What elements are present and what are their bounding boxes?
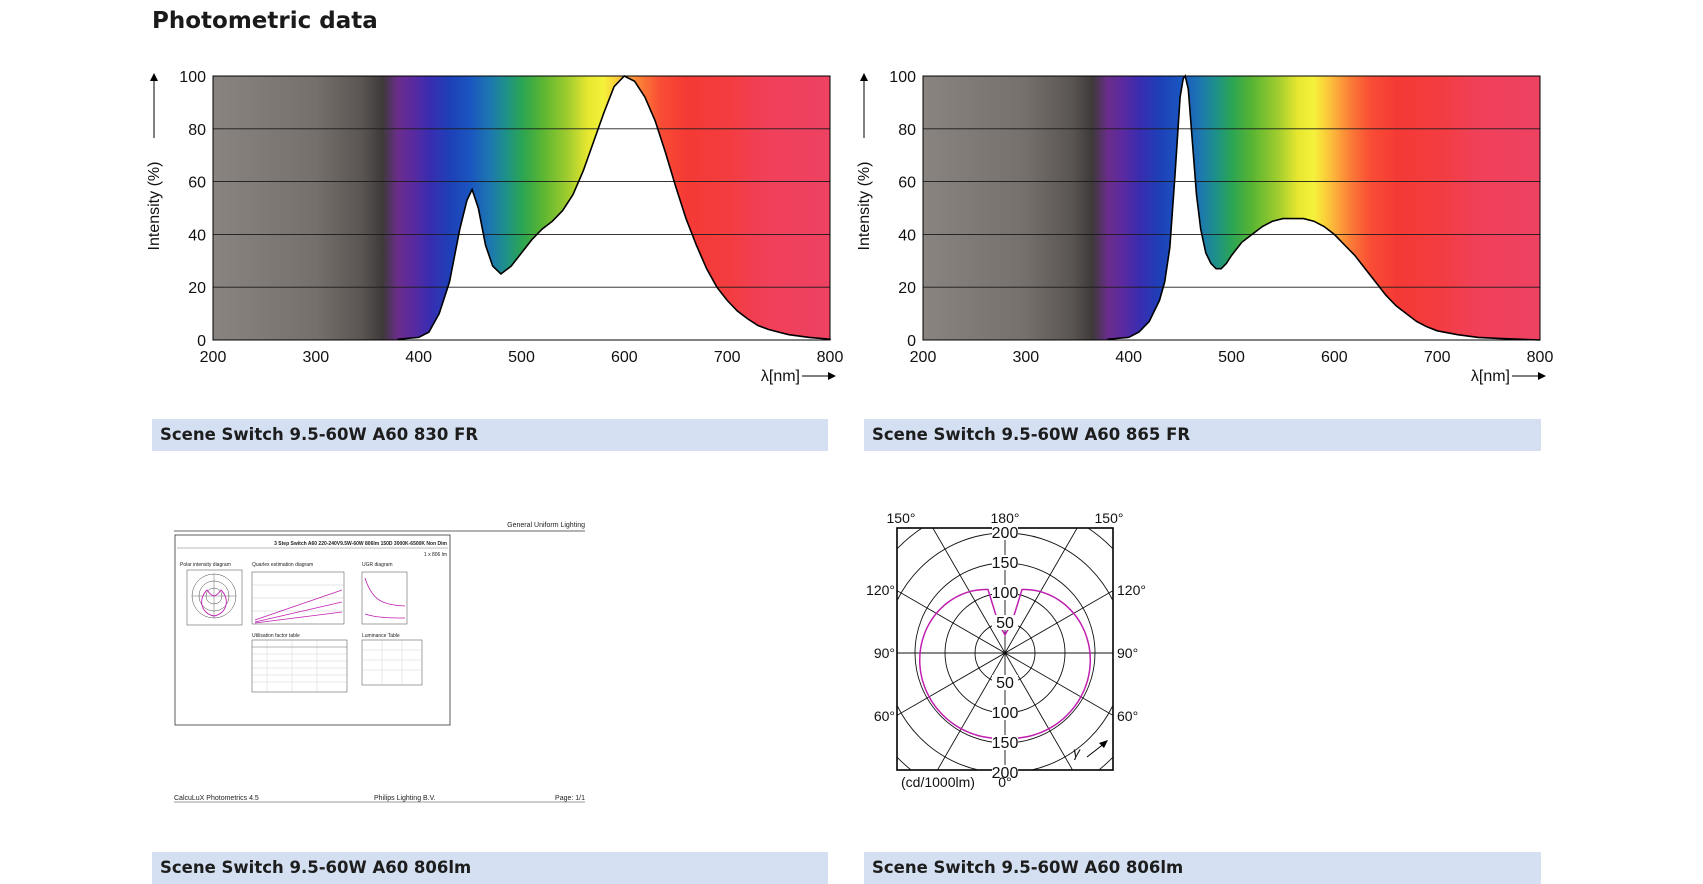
x-axis-arrowhead	[1538, 372, 1546, 380]
radial-tick-label: 200	[992, 765, 1019, 782]
radial-label-bg	[992, 675, 1018, 690]
polar-unit-label: (cd/1000lm)	[901, 774, 975, 790]
x-tick-label: 600	[611, 349, 638, 366]
spectrum-chart-865: 200 300 400 500 600 700 800 0 20 40 60 80 100 λ[nm] In…	[856, 69, 1553, 385]
x-tick-label: 200	[200, 349, 227, 366]
radial-label-bg	[992, 615, 1018, 630]
polar-angle-label: 180°	[991, 510, 1020, 526]
x-tick-label: 500	[508, 349, 535, 366]
y-tick-label: 40	[898, 227, 916, 244]
thumb-ugr-mini	[361, 571, 408, 625]
y-tick-label: 0	[907, 333, 916, 350]
polar-angle-label: 120°	[866, 582, 895, 598]
polar-angle-label: 60°	[874, 708, 895, 724]
polar-angle-label: 60°	[1117, 708, 1138, 724]
radial-label-bg	[992, 705, 1018, 720]
x-axis-label: λ[nm]	[1471, 368, 1510, 385]
thumb-header: General Uniform Lighting	[507, 522, 585, 529]
x-tick-label: 400	[405, 349, 432, 366]
spectrum-area	[398, 76, 830, 340]
polar-angle-label: 120°	[1117, 582, 1146, 598]
y-tick-label: 100	[889, 69, 916, 86]
radial-tick-label: 150	[992, 555, 1019, 572]
radial-tick-label: 50	[996, 615, 1014, 632]
thumb-footer-right: Page: 1/1	[555, 795, 585, 802]
spectrum-curve	[397, 75, 831, 340]
x-tick-label: 800	[1527, 349, 1554, 366]
radial-tick-label: 200	[992, 525, 1019, 542]
radial-tick-label: 50	[996, 675, 1014, 692]
photometric-report-thumbnail: General Uniform Lighting 3 Step Switch A…	[174, 522, 585, 803]
x-axis-arrowhead	[828, 372, 836, 380]
y-axis-arrowhead	[150, 73, 158, 81]
plot-frame	[922, 75, 1541, 341]
y-tick-label: 60	[898, 175, 916, 192]
y-axis-label: Intensity (%)	[856, 162, 873, 251]
thumb-table-mini	[251, 639, 348, 693]
spectrum-curve	[1107, 74, 1541, 341]
x-tick-label: 300	[302, 349, 329, 366]
caption-865: Scene Switch 9.5-60W A60 865 FR	[864, 419, 1541, 451]
spectrum-chart-830: 200 300 400 500 600 700 800 0 20 40 60 80 100 λ[nm] In…	[146, 69, 843, 385]
y-tick-label: 20	[898, 280, 916, 297]
caption-report: Scene Switch 9.5-60W A60 806lm	[152, 852, 828, 884]
spectrum-area	[1108, 76, 1540, 340]
plot-frame	[212, 75, 831, 341]
polar-intensity-diagram: 50 50 100 100 150 150 200 200 150° 180° 150° 120° 12…	[866, 510, 1146, 790]
y-axis-arrowhead	[860, 73, 868, 81]
polar-angle-label: 150°	[1095, 510, 1124, 526]
y-tick-label: 80	[188, 122, 206, 139]
thumb-polar-mini	[186, 569, 243, 626]
thumb-graph-mini	[251, 571, 345, 625]
page-title: Photometric data	[152, 8, 378, 34]
y-tick-label: 20	[188, 280, 206, 297]
y-tick-label: 40	[188, 227, 206, 244]
radial-label-bg	[992, 765, 1018, 780]
x-tick-label: 500	[1218, 349, 1245, 366]
x-tick-label: 800	[817, 349, 844, 366]
thumb-panel4: Utilisation factor table	[252, 633, 300, 639]
thumb-flux: 1 x 806 lm	[424, 552, 447, 558]
thumb-footer-mid: Philips Lighting B.V.	[374, 795, 436, 802]
polar-angle-label: 90°	[1117, 645, 1138, 661]
thumb-luminance-mini	[361, 639, 423, 686]
gamma-arrowhead	[1099, 740, 1108, 748]
y-axis-label: Intensity (%)	[146, 162, 163, 251]
thumb-panel2: Quarlex estimation diagram	[252, 562, 313, 568]
caption-polar: Scene Switch 9.5-60W A60 806lm	[864, 852, 1541, 884]
radial-label-bg	[992, 525, 1018, 540]
radial-tick-label: 100	[992, 585, 1019, 602]
y-tick-label: 100	[179, 69, 206, 86]
radial-label-bg	[992, 735, 1018, 750]
radial-label-bg	[992, 555, 1018, 570]
x-tick-label: 700	[1424, 349, 1451, 366]
thumb-title: 3 Step Switch A60 220-240V9.5W-60W 806lm…	[274, 541, 447, 547]
x-tick-label: 700	[714, 349, 741, 366]
polar-angle-label: 0°	[998, 774, 1011, 790]
radial-tick-label: 100	[992, 705, 1019, 722]
caption-830: Scene Switch 9.5-60W A60 830 FR	[152, 419, 828, 451]
polar-angle-label: 150°	[887, 510, 916, 526]
y-tick-label: 0	[197, 333, 206, 350]
radial-tick-label: 150	[992, 735, 1019, 752]
x-axis-label: λ[nm]	[761, 368, 800, 385]
thumb-panel5: Luminance Table	[362, 633, 400, 639]
thumb-panel1: Polar intensity diagram	[180, 562, 231, 568]
polar-angle-label: 90°	[874, 645, 895, 661]
y-tick-label: 80	[898, 122, 916, 139]
y-tick-label: 60	[188, 175, 206, 192]
x-tick-label: 200	[910, 349, 937, 366]
x-tick-label: 600	[1321, 349, 1348, 366]
thumb-panel3: UGR diagram	[362, 562, 393, 568]
polar-spoke	[936, 528, 1078, 770]
gamma-label: γ	[1073, 744, 1081, 760]
x-tick-label: 400	[1115, 349, 1142, 366]
x-tick-label: 300	[1012, 349, 1039, 366]
thumb-footer-left: CalcuLuX Photometrics 4.5	[174, 795, 259, 802]
radial-label-bg	[992, 585, 1018, 600]
